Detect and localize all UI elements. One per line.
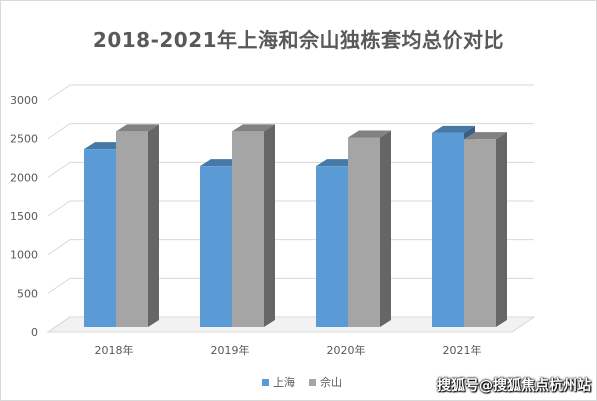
legend-label-shanghai: 上海 [273,376,295,389]
bar-sheshan-2018 [116,131,148,327]
bar-shanghai-2021 [432,132,464,327]
y-tick-label-2000: 2000 [10,171,38,184]
bar-sheshan-2018-top [116,124,159,132]
bar-shanghai-2018 [84,149,116,327]
x-tick-label-2021: 2021年 [443,343,482,357]
y-tick-label-2500: 2500 [10,133,38,146]
bar-sheshan-2018-side [148,124,159,327]
gridline-3000 [47,84,534,101]
bar-sheshan-2019-top [232,124,275,132]
y-tick-label-500: 500 [17,287,38,300]
legend-label-sheshan: 佘山 [320,376,342,389]
bar-shanghai-2020 [316,166,348,327]
legend-item-sheshan: 佘山 [309,374,342,390]
bar-sheshan-2021-side [496,132,507,327]
bar-shanghai-2021-top [432,125,475,133]
watermark: 搜狐号@搜狐焦点杭州站 [437,378,591,394]
bar-sheshan-2020-side [380,130,391,327]
y-tick-label-3000: 3000 [10,94,38,107]
legend-item-shanghai: 上海 [262,374,295,390]
y-tick-label-0: 0 [31,326,38,339]
bar-sheshan-2019-side [264,124,275,327]
bar-shanghai-2019 [200,166,232,327]
x-tick-label-2019: 2019年 [211,343,250,357]
bar-sheshan-2021-top [464,132,507,140]
chart-title: 2018-2021年上海和佘山独栋套均总价对比 [92,28,505,52]
legend-swatch-sheshan [309,378,316,386]
x-tick-label-2018: 2018年 [95,343,134,357]
legend-swatch-shanghai [262,378,269,386]
bar-sheshan-2021 [464,139,496,327]
y-tick-label-1500: 1500 [10,210,38,223]
y-tick-label-1000: 1000 [10,249,38,262]
gridline-2500 [47,123,534,140]
chart-legend: 上海 佘山 [262,374,342,390]
bar-sheshan-2020 [348,137,380,327]
x-tick-label-2020: 2020年 [327,343,366,357]
bar-sheshan-2020-top [348,130,391,138]
bar-sheshan-2019 [232,131,264,327]
